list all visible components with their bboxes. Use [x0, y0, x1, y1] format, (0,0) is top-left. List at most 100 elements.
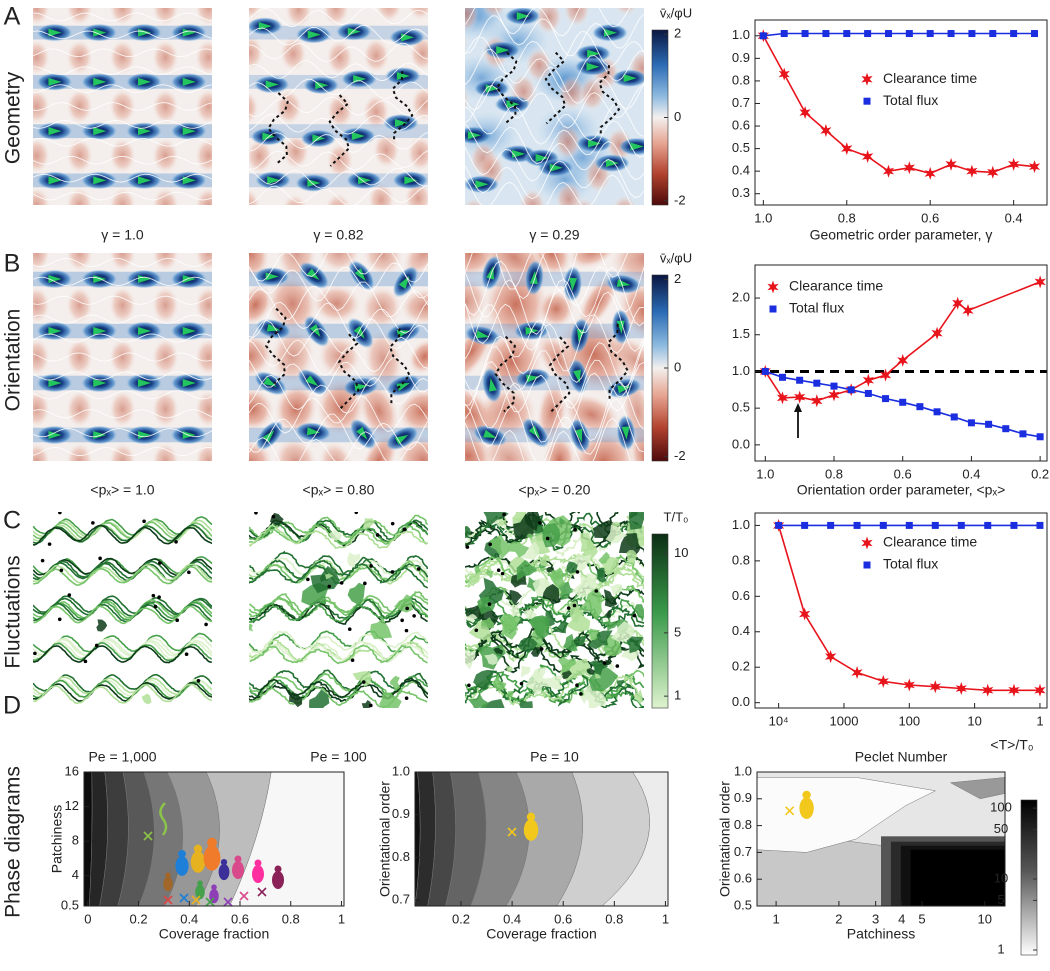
x-tick-label: 1	[772, 911, 779, 926]
image-group	[249, 512, 428, 708]
colorbar-tick-label: 1	[997, 941, 1004, 956]
point-marker	[828, 388, 840, 402]
swimmer	[529, 270, 538, 285]
legend-label: Clearance time	[789, 278, 883, 294]
streamline	[249, 318, 428, 357]
point-marker	[897, 353, 909, 367]
colorbar-tick-label: 1	[674, 688, 681, 703]
particle	[390, 570, 395, 574]
image-caption: Pe = 1,000	[88, 749, 156, 765]
contour-band	[949, 777, 1005, 800]
x-tick-label: 1	[662, 911, 669, 926]
x-marker	[223, 897, 233, 907]
residence-patch	[309, 689, 330, 708]
swimmer	[616, 279, 631, 288]
residence-patch	[563, 633, 578, 651]
animal-icon	[232, 861, 244, 879]
swimmer	[630, 142, 644, 151]
red-region	[568, 253, 618, 269]
red-region	[152, 8, 179, 26]
swimmer	[305, 375, 319, 387]
animal-icon-head	[802, 790, 811, 800]
swimmer	[351, 132, 365, 141]
red-region	[33, 8, 51, 26]
panel-letter: B	[4, 250, 21, 278]
colorbar-tick-label: -2	[674, 448, 686, 463]
streamline	[33, 295, 212, 305]
particle	[350, 658, 355, 663]
x-axis-label: Geometric order parameter, γ	[810, 227, 993, 243]
red-region	[249, 253, 270, 281]
red-region	[194, 390, 212, 428]
point-marker	[822, 30, 830, 38]
point-marker	[884, 30, 892, 38]
red-region	[465, 428, 494, 461]
red-region	[194, 442, 212, 461]
residence-patch	[466, 613, 478, 624]
residence-patch	[465, 650, 476, 670]
trajectory	[249, 641, 428, 663]
streamline	[249, 253, 428, 283]
residence-patch	[596, 570, 607, 583]
point-marker	[882, 164, 895, 178]
swimmer	[605, 159, 619, 168]
particle	[196, 678, 201, 683]
red-region	[33, 286, 51, 324]
residence-patch	[552, 621, 569, 634]
residence-patch	[520, 541, 540, 560]
colorbar-tick-label: 5	[674, 624, 681, 639]
point-marker	[945, 157, 957, 171]
residence-patch	[559, 518, 566, 525]
streamline	[249, 96, 428, 117]
x-tick-label: 0.6	[554, 911, 572, 926]
swimmer	[93, 127, 107, 136]
y-tick-label: 0.8	[734, 817, 752, 832]
x-marker	[143, 831, 153, 841]
y-tick-label: 0.8	[392, 849, 410, 864]
streamline	[465, 102, 644, 145]
colorbar-label: v̄ₓ/φU	[660, 250, 692, 265]
red-region	[322, 8, 350, 26]
particle	[404, 628, 409, 633]
image-group	[249, 8, 428, 205]
streamline	[33, 137, 212, 147]
trajectory	[391, 70, 414, 142]
legend-label: Total flux	[883, 92, 938, 108]
red-region	[311, 284, 362, 324]
colorbar-tick-label: 50	[994, 821, 1008, 836]
particle	[412, 614, 416, 618]
y-tick-label: 0.5	[734, 897, 752, 912]
residence-patch	[580, 533, 594, 552]
swimmer	[182, 327, 196, 335]
image-caption: γ = 0.29	[529, 227, 579, 243]
point-marker	[962, 304, 974, 317]
red-region	[33, 338, 51, 376]
red-region	[367, 182, 395, 205]
trajectory	[249, 524, 428, 549]
particle	[572, 603, 577, 608]
point-marker	[879, 521, 887, 529]
red-region	[109, 8, 136, 26]
y-tick-label: 0.0	[732, 436, 750, 451]
streamline	[249, 60, 428, 82]
streamline	[33, 314, 212, 324]
streamline	[465, 140, 644, 182]
residence-patch	[526, 533, 536, 540]
particle	[187, 570, 191, 575]
residence-patch	[628, 512, 644, 530]
particle	[58, 512, 62, 515]
animal-icon-head	[193, 844, 203, 853]
residence-patch	[499, 613, 519, 638]
legend-label: Clearance time	[883, 70, 977, 86]
x-tick-label: 0.4	[180, 911, 198, 926]
residence-patch	[493, 647, 504, 655]
trajectory	[33, 605, 212, 625]
animal-icon-head	[165, 872, 171, 878]
streamline	[33, 390, 212, 400]
swimmer	[182, 127, 196, 136]
point-marker	[853, 521, 861, 529]
point-marker	[1008, 157, 1020, 171]
swimmer	[137, 127, 151, 136]
x-tick-label: 100	[898, 713, 920, 728]
particle	[271, 514, 276, 519]
